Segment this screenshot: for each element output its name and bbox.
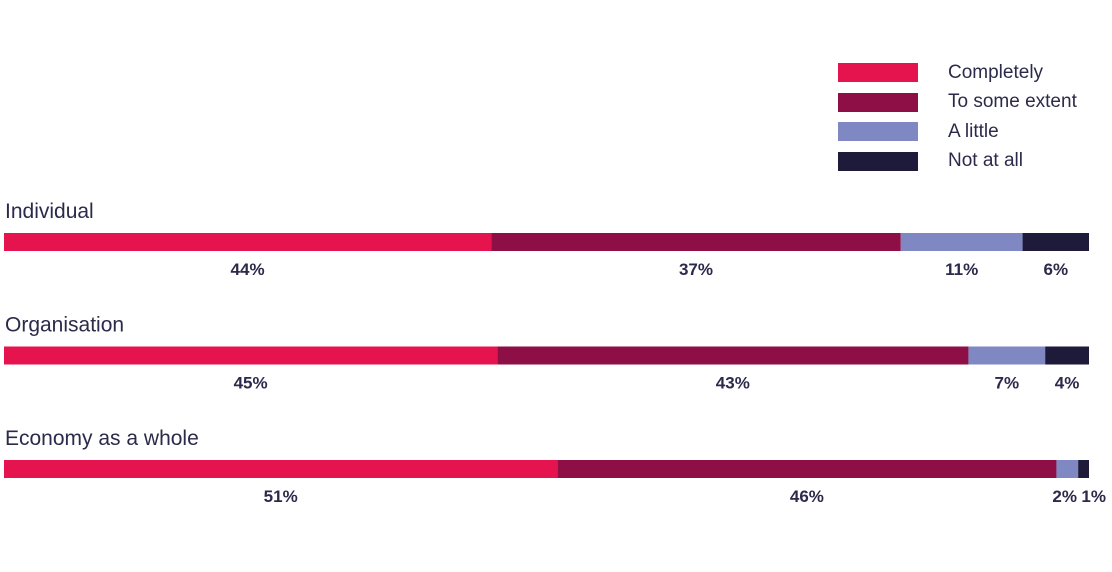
legend-item-a-little: A little — [838, 117, 1077, 147]
bar-segment-organisation-a-little — [968, 346, 1046, 365]
bar-segment-organisation-not-at-all — [1045, 346, 1089, 365]
bar-segment-economy-as-a-whole-to-some-extent — [557, 460, 1057, 478]
data-label-economy-as-a-whole-not-at-all: 1% — [1081, 487, 1106, 506]
legend-item-to-some-extent: To some extent — [838, 88, 1077, 118]
legend-swatch-not-at-all — [838, 151, 918, 171]
bar-segment-individual-a-little — [900, 233, 1023, 251]
legend-item-not-at-all: Not at all — [838, 147, 1077, 177]
category-label-individual: Individual — [5, 200, 94, 223]
data-label-organisation-a-little: 7% — [995, 374, 1020, 393]
bar-segment-individual-not-at-all — [1022, 233, 1089, 251]
data-label-individual-a-little: 11% — [945, 260, 978, 279]
legend-label-completely: Completely — [948, 61, 1044, 83]
legend-label-to-some-extent: To some extent — [948, 91, 1077, 113]
data-label-individual-to-some-extent: 37% — [679, 260, 713, 279]
data-label-organisation-not-at-all: 4% — [1055, 374, 1080, 393]
legend-swatch-a-little — [838, 122, 918, 142]
category-label-organisation: Organisation — [5, 314, 124, 337]
data-label-individual-completely: 44% — [231, 260, 265, 279]
legend-label-not-at-all: Not at all — [948, 150, 1023, 172]
bar-segment-individual-completely — [4, 233, 492, 251]
bar-segment-economy-as-a-whole-completely — [4, 460, 558, 478]
legend-swatch-to-some-extent — [838, 92, 918, 112]
data-label-economy-as-a-whole-to-some-extent: 46% — [790, 487, 824, 506]
legend: Completely To some extent A little Not a… — [838, 58, 1077, 176]
bar-segment-economy-as-a-whole-a-little — [1056, 460, 1079, 478]
data-label-organisation-to-some-extent: 43% — [716, 374, 750, 393]
legend-item-completely: Completely — [838, 58, 1077, 88]
data-label-economy-as-a-whole-a-little: 2% — [1052, 487, 1077, 506]
data-label-economy-as-a-whole-completely: 51% — [264, 487, 298, 506]
bar-segment-economy-as-a-whole-not-at-all — [1078, 460, 1089, 478]
bar-segment-organisation-to-some-extent — [497, 346, 969, 365]
data-label-organisation-completely: 45% — [234, 374, 268, 393]
legend-label-a-little: A little — [948, 120, 999, 142]
category-label-economy-as-a-whole: Economy as a whole — [5, 427, 199, 450]
data-label-individual-not-at-all: 6% — [1043, 260, 1068, 279]
bar-segment-individual-to-some-extent — [491, 233, 901, 251]
legend-swatch-completely — [838, 63, 918, 83]
bar-segment-organisation-completely — [4, 346, 498, 365]
